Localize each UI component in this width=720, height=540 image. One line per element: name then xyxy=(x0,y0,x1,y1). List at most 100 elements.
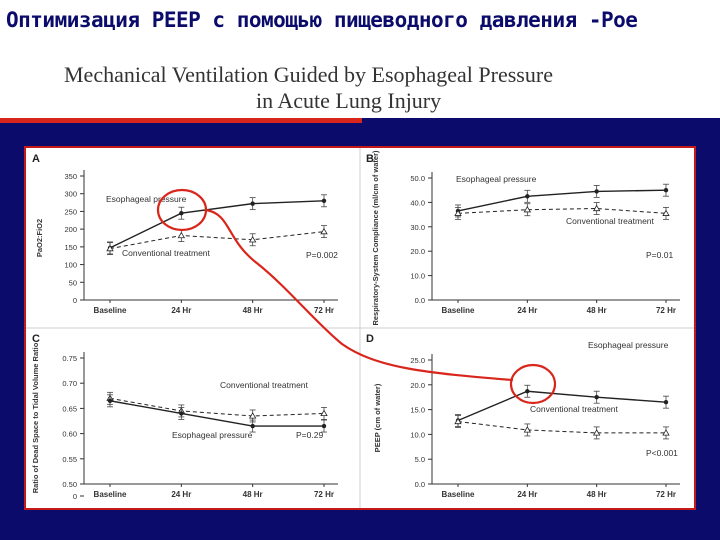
data-point xyxy=(179,411,184,416)
y-tick-label: 50 xyxy=(69,278,77,287)
y-tick-label: 0.50 xyxy=(62,480,77,489)
series-line-esophageal xyxy=(109,400,324,427)
series-line-esophageal xyxy=(457,189,667,212)
y-axis-label: PEEP (cm of water) xyxy=(373,383,382,452)
y-tick-label: 0.70 xyxy=(62,379,77,388)
series-line-conventional xyxy=(109,397,325,417)
slide-title-bar: Оптимизация PEEP с помощью пищеводного д… xyxy=(0,0,720,50)
data-point xyxy=(663,399,669,405)
y-tick-label: 0.55 xyxy=(62,455,77,464)
x-tick-label: 24 Hr xyxy=(171,490,191,499)
paper-title-line-1: Mechanical Ventilation Guided by Esophag… xyxy=(64,62,553,87)
data-point xyxy=(523,426,532,433)
data-point xyxy=(594,189,599,194)
series-legend-label: Conventional treatment xyxy=(122,248,211,258)
x-tick-label: Baseline xyxy=(442,306,475,315)
data-point xyxy=(107,398,113,404)
slide-title: Оптимизация PEEP с помощью пищеводного д… xyxy=(6,8,638,32)
x-tick-label: Baseline xyxy=(94,306,127,315)
x-tick-label: 48 Hr xyxy=(243,490,263,499)
series-line-esophageal xyxy=(457,390,667,422)
panel-d: D 0.0 5.0 10.0 15.0 20.0 25.0 Baseline 24 Hr 48 H… xyxy=(366,333,680,499)
data-point xyxy=(454,209,462,216)
p-value: P=0.01 xyxy=(646,250,673,260)
data-point xyxy=(662,429,670,436)
x-tick-label: 24 Hr xyxy=(517,490,537,499)
data-point xyxy=(250,423,255,429)
data-point xyxy=(179,211,184,216)
data-point xyxy=(594,395,599,400)
y-tick-label: 350 xyxy=(64,172,77,181)
x-tick-label: 48 Hr xyxy=(587,306,607,315)
data-point xyxy=(177,231,186,239)
panel-a: A 0 50 100 150 200 250 300 350 Baseline 24 Hr 48 Hr… xyxy=(32,153,338,315)
y-tick-label: 0 xyxy=(73,296,77,305)
x-tick-label: 72 Hr xyxy=(656,306,676,315)
y-tick-label: 20.0 xyxy=(410,381,425,390)
series-legend-label: Conventional treatment xyxy=(530,404,619,414)
panel-letter: B xyxy=(366,153,374,165)
y-tick-label: 200 xyxy=(64,225,77,234)
x-tick-label: Baseline xyxy=(442,490,475,499)
data-point xyxy=(662,209,670,216)
data-point xyxy=(320,409,328,417)
y-tick-label: 50.0 xyxy=(410,174,425,183)
y-tick-label: 0.75 xyxy=(62,354,77,363)
p-value: P=0.002 xyxy=(306,250,338,260)
data-point xyxy=(250,201,255,206)
y-axis-label: Respiratory-System Compliance (ml/cm of … xyxy=(371,150,380,326)
series-legend-label: Esophageal pressure xyxy=(456,174,537,184)
y-tick-label: 100 xyxy=(64,261,77,270)
panel-letter: C xyxy=(32,333,40,345)
series-legend-label: Conventional treatment xyxy=(566,216,655,226)
data-point xyxy=(592,429,601,436)
y-tick-label: 30.0 xyxy=(410,223,425,232)
y-tick-label: 150 xyxy=(64,243,77,252)
x-tick-label: 72 Hr xyxy=(656,490,676,499)
x-tick-label: 48 Hr xyxy=(587,490,607,499)
series-legend-label: Esophageal pressure xyxy=(106,194,187,204)
data-point xyxy=(523,205,532,213)
y-tick-label: 5.0 xyxy=(415,455,425,464)
p-value: P<0.001 xyxy=(646,448,678,458)
y-tick-label: 0.65 xyxy=(62,404,77,413)
data-point xyxy=(663,188,669,193)
data-point xyxy=(592,204,601,212)
x-tick-label: 48 Hr xyxy=(243,306,263,315)
y-tick-label: 0.60 xyxy=(62,430,77,439)
panel-letter: D xyxy=(366,333,374,345)
data-point xyxy=(321,198,327,203)
y-tick-label: 10.0 xyxy=(410,272,425,281)
x-tick-label: 72 Hr xyxy=(314,490,334,499)
paper-title-line-2: in Acute Lung Injury xyxy=(256,88,442,113)
series-line-conventional xyxy=(457,421,666,434)
y-axis-label: Ratio of Dead Space to Tidal Volume Rati… xyxy=(31,342,40,493)
p-value: P=0.29 xyxy=(296,430,323,440)
annotation-circle-d xyxy=(509,363,557,405)
y-tick-label: 250 xyxy=(64,207,77,216)
y-tick-label: 0.0 xyxy=(415,296,425,305)
data-point xyxy=(320,227,328,235)
x-tick-label: 24 Hr xyxy=(171,306,191,315)
data-point xyxy=(106,244,114,252)
panel-b: B 0.0 10.0 20.0 30.0 40.0 50.0 Baseline 24 Hr 48 … xyxy=(366,150,680,326)
x-tick-label: 72 Hr xyxy=(314,306,334,315)
series-legend-label: Esophageal pressure xyxy=(172,430,253,440)
series-legend-label: Esophageal pressure xyxy=(588,340,669,350)
y-tick-label: 0.0 xyxy=(415,480,425,489)
series-line-esophageal xyxy=(109,200,325,249)
series-legend-label: Conventional treatment xyxy=(220,380,309,390)
y-tick-label: 15.0 xyxy=(410,406,425,415)
y-tick-label: 40.0 xyxy=(410,198,425,207)
y-tick-label: 0 xyxy=(73,492,77,501)
data-point xyxy=(321,423,327,429)
figure-svg: A 0 50 100 150 200 250 300 350 Baseline 24 Hr 48 Hr… xyxy=(26,148,694,508)
y-tick-label: 20.0 xyxy=(410,247,425,256)
figure-panel: A 0 50 100 150 200 250 300 350 Baseline 24 Hr 48 Hr… xyxy=(24,146,696,510)
data-point xyxy=(454,417,462,425)
data-point xyxy=(525,194,530,199)
series-line-conventional xyxy=(457,207,667,214)
x-tick-label: Baseline xyxy=(94,490,127,499)
series-line-conventional xyxy=(109,231,325,250)
paper-header: Mechanical Ventilation Guided by Esophag… xyxy=(0,50,720,118)
